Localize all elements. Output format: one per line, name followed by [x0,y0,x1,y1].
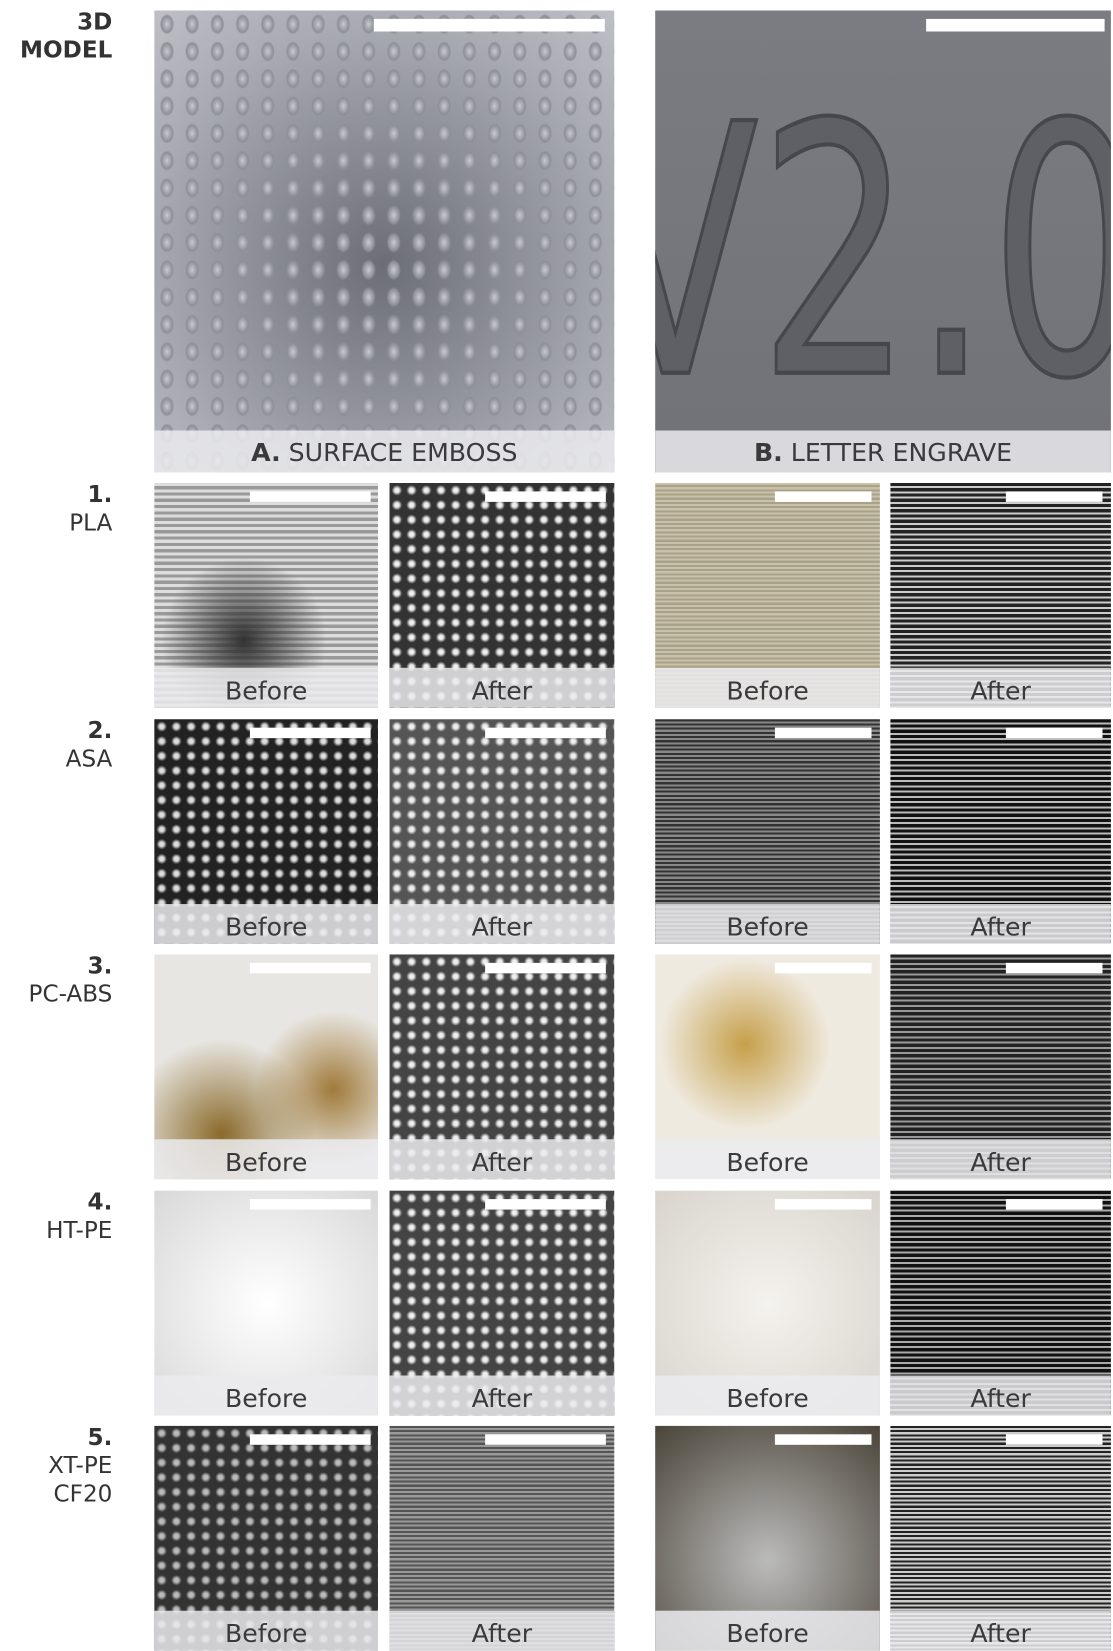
svg-text:V2.0: V2.0 [655,51,1111,431]
letter-art: V2.0 [655,11,1111,431]
header-line: 3D [77,9,112,35]
sample-image: After [390,954,615,1179]
scale-bar [374,19,605,32]
scale-bar [1006,1434,1103,1445]
scale-bar [250,1434,371,1445]
image-caption: After [890,1375,1110,1415]
sample-image: After [390,483,615,708]
image-caption: Before [154,1375,378,1415]
image-caption: After [390,668,615,708]
sample-image: After [890,483,1110,708]
row-number: 1. [87,482,112,508]
sample-image: Before [154,1426,378,1651]
sample-image: After [890,1190,1110,1415]
sample-image: Before [154,954,378,1179]
row-label: 2.ASA [66,717,113,774]
row-material: PLA [69,510,112,536]
scale-bar [775,963,872,974]
image-caption: After [390,1375,615,1415]
scale-bar [485,1434,606,1445]
row-material: PC-ABS [29,982,113,1008]
row-label: 3. PC-ABS [29,952,113,1009]
image-caption: Before [655,1375,880,1415]
sample-image: Before [154,1190,378,1415]
sample-image: After [890,954,1110,1179]
scale-bar [775,491,872,502]
image-caption: Before [154,904,378,944]
image-caption: After [390,1611,615,1651]
row-material: CF20 [54,1482,113,1508]
image-caption: Before [655,668,880,708]
sample-image: Before [154,483,378,708]
row-number: 2. [87,718,112,744]
scale-bar [775,1434,872,1445]
sample-image: After [390,1190,615,1415]
scale-bar [250,1199,371,1210]
sample-image: Before [154,719,378,944]
row-label: 5.XT-PE CF20 [48,1424,112,1509]
scale-bar [485,727,606,738]
image-caption: Before [655,1611,880,1651]
column-caption: B. LETTER ENGRAVE [655,430,1111,472]
scale-bar [926,19,1105,32]
scale-bar [1006,727,1103,738]
column-caption: A. SURFACE EMBOSS [154,430,614,472]
image-caption: After [390,904,615,944]
row-number: 4. [87,1189,112,1215]
row-number: 5. [87,1425,112,1451]
scale-bar [775,1199,872,1210]
scale-bar [250,491,371,502]
model-image: V2.0 B. LETTER ENGRAVE [655,11,1111,473]
row-material: HT-PE [46,1217,112,1243]
sample-image: After [890,719,1110,944]
image-caption: Before [154,1611,378,1651]
scale-bar [1006,963,1103,974]
sample-image: Before [655,719,880,944]
sample-image: After [390,1426,615,1651]
column-letter: A. [251,438,281,467]
page: 3D MODEL A. SURFACE EMBOSS V2.0 B. LETTE… [0,0,1113,1650]
row-number: 3. [87,953,112,979]
scale-bar [1006,1199,1103,1210]
image-caption: Before [154,668,378,708]
image-caption: After [890,668,1110,708]
image-caption: Before [655,1139,880,1179]
header-label: 3D MODEL [20,8,112,65]
scale-bar [775,727,872,738]
image-caption: After [890,1139,1110,1179]
row-label: 1.PLA [69,481,112,538]
row-label: 4.HT-PE [46,1188,112,1245]
image-caption: Before [154,1139,378,1179]
sample-image: Before [655,954,880,1179]
scale-bar [250,727,371,738]
column-name: SURFACE EMBOSS [289,438,518,467]
scale-bar [485,491,606,502]
image-caption: After [890,1611,1110,1651]
image-caption: After [890,904,1110,944]
sample-image: Before [655,1426,880,1651]
sample-image: Before [655,483,880,708]
column-letter: B. [754,438,783,467]
image-caption: After [390,1139,615,1179]
scale-bar [1006,491,1103,502]
sample-image: Before [655,1190,880,1415]
sample-image: After [390,719,615,944]
column-name: LETTER ENGRAVE [791,438,1012,467]
model-image: A. SURFACE EMBOSS [154,11,614,473]
scale-bar [250,963,371,974]
sample-image: After [890,1426,1110,1651]
row-material: ASA [66,746,113,772]
scale-bar [485,963,606,974]
scale-bar [485,1199,606,1210]
row-material: XT-PE [48,1453,112,1479]
figure: 3D MODEL A. SURFACE EMBOSS V2.0 B. LETTE… [0,0,1113,1648]
header-line: MODEL [20,38,112,64]
image-caption: Before [655,904,880,944]
